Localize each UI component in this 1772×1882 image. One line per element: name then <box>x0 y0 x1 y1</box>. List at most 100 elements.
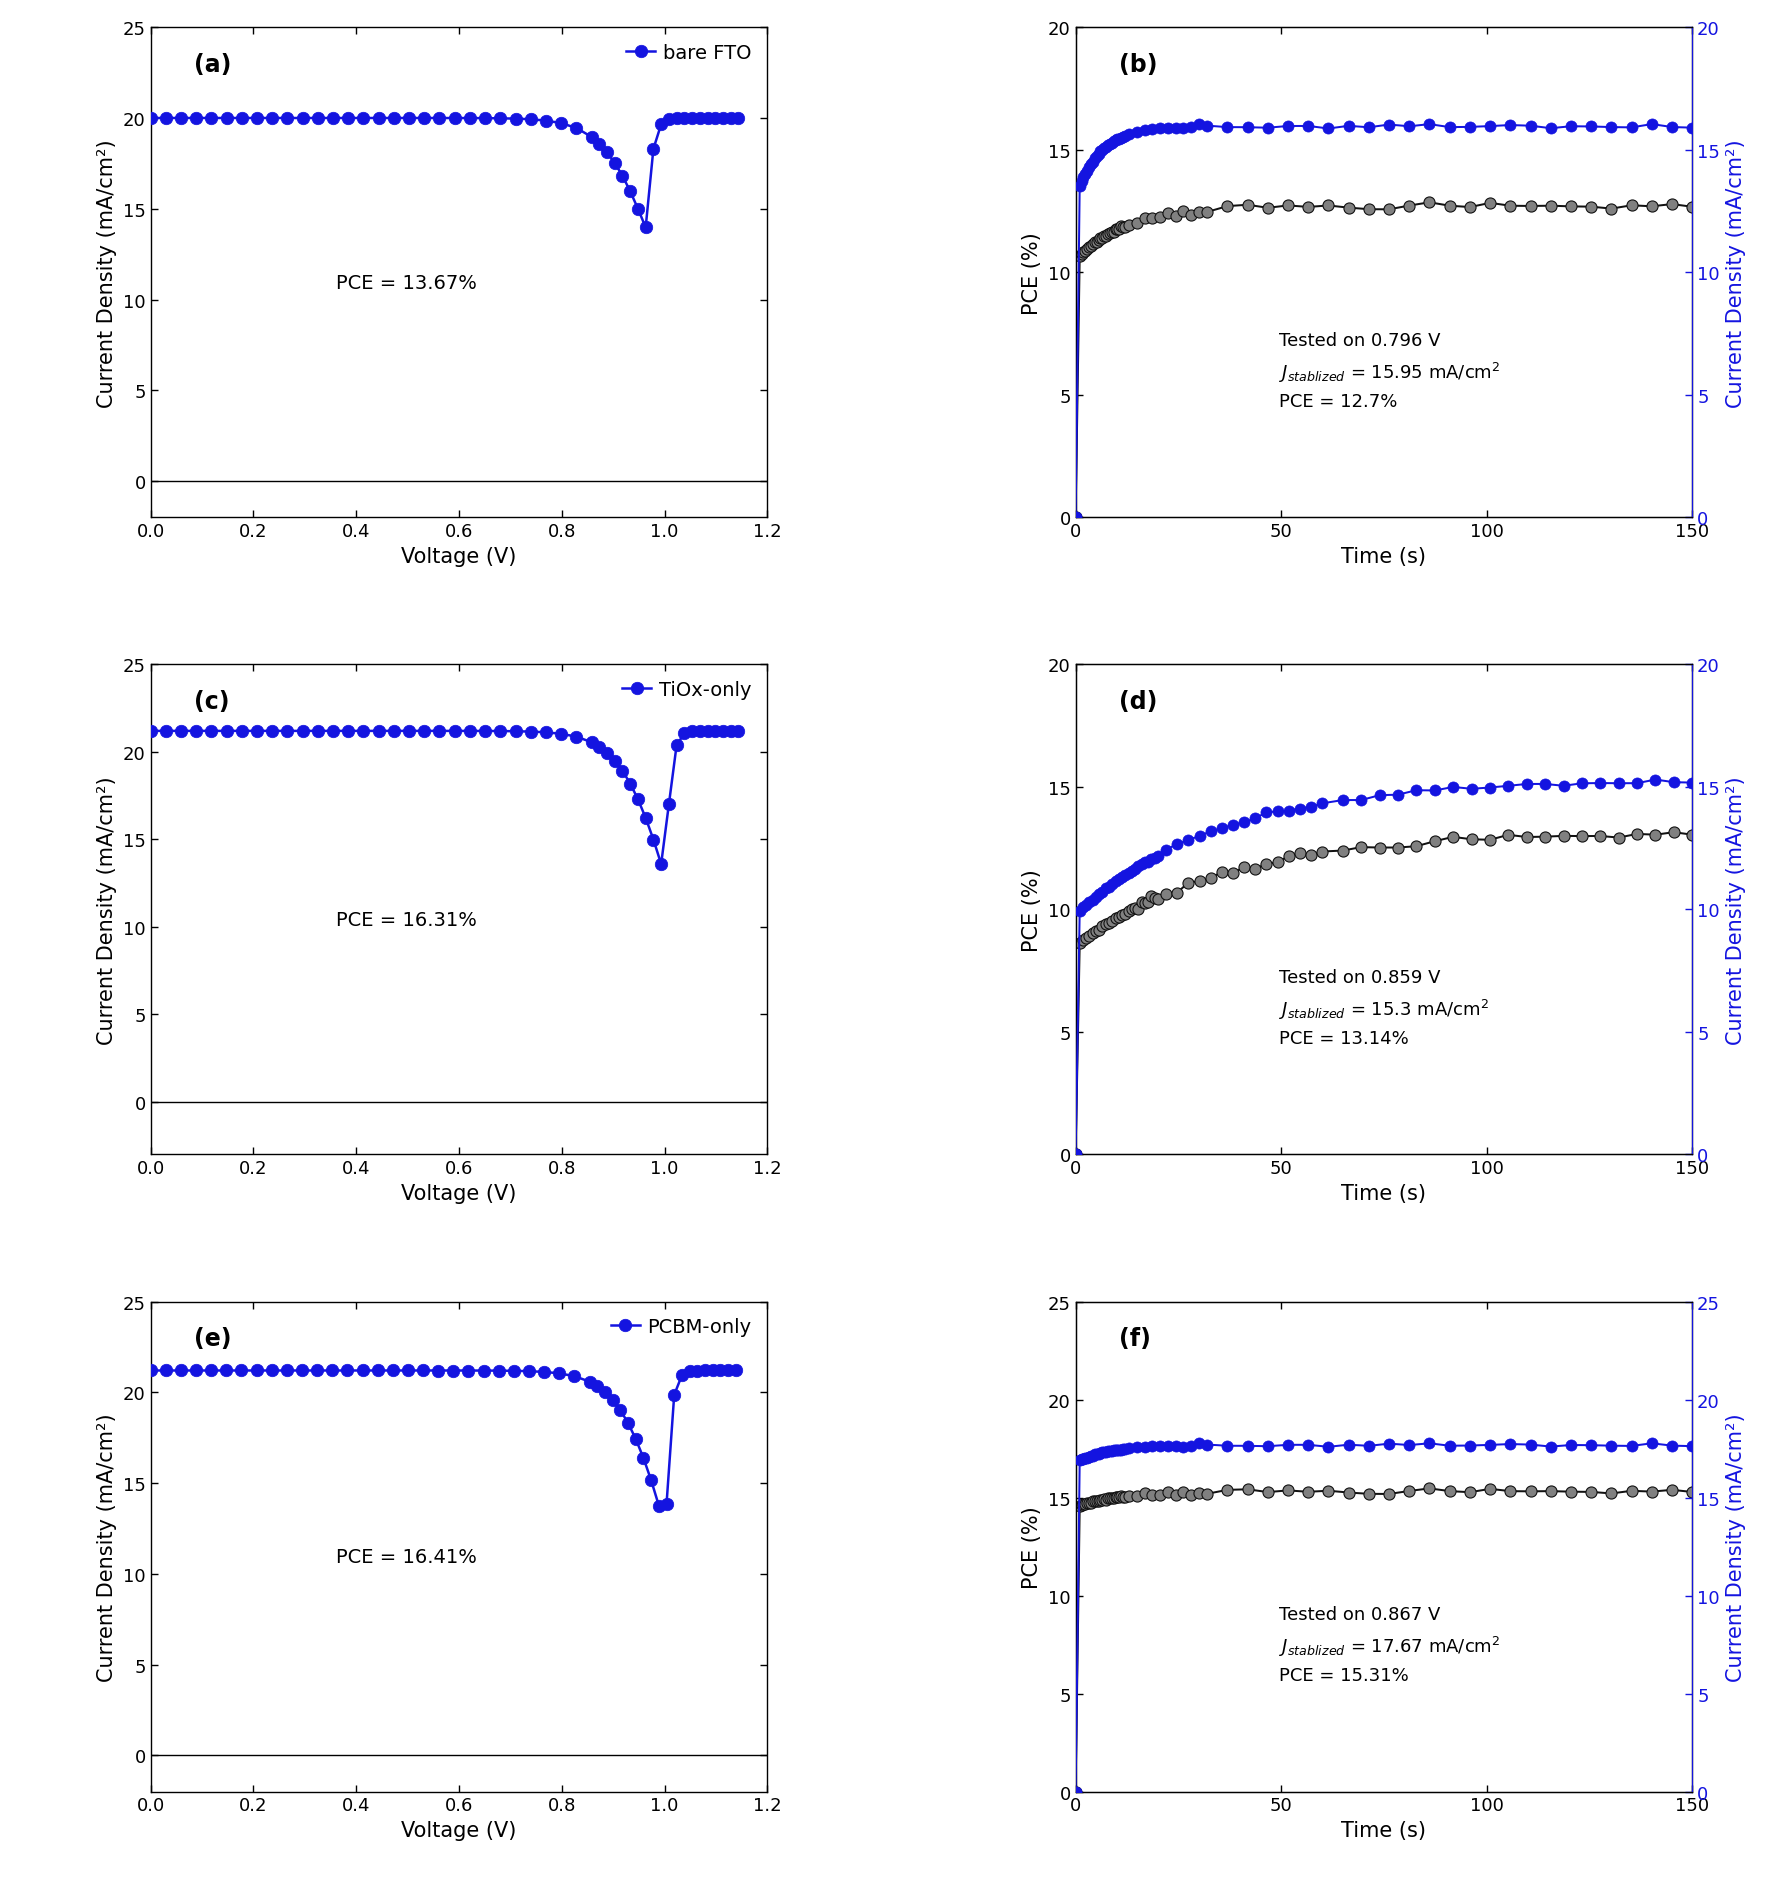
Text: (a): (a) <box>193 53 230 77</box>
PCBM-only <box>663 1383 684 1406</box>
PCBM-only <box>353 1359 374 1381</box>
TiOx-only <box>399 721 420 743</box>
TiOx-only <box>565 726 587 749</box>
Legend: bare FTO: bare FTO <box>620 38 758 68</box>
PCBM-only <box>230 1359 252 1381</box>
PCBM-only <box>337 1359 358 1381</box>
Text: (c): (c) <box>193 689 229 713</box>
TiOx-only <box>521 721 542 743</box>
PCBM-only <box>443 1359 464 1381</box>
bare FTO <box>597 141 618 164</box>
bare FTO <box>230 107 252 130</box>
Y-axis label: Current Density (mA/cm²): Current Density (mA/cm²) <box>97 139 117 407</box>
bare FTO <box>475 107 496 130</box>
PCBM-only <box>519 1361 540 1383</box>
PCBM-only <box>633 1447 654 1470</box>
TiOx-only <box>505 721 526 743</box>
PCBM-only <box>679 1361 700 1383</box>
Text: PCE = 13.67%: PCE = 13.67% <box>335 273 477 292</box>
TiOx-only <box>657 794 679 817</box>
bare FTO <box>246 107 268 130</box>
bare FTO <box>140 107 161 130</box>
TiOx-only <box>611 760 633 783</box>
PCBM-only <box>457 1359 478 1381</box>
TiOx-only <box>682 721 703 743</box>
PCBM-only <box>473 1359 494 1381</box>
TiOx-only <box>705 721 727 743</box>
bare FTO <box>604 152 626 175</box>
PCBM-only <box>427 1359 448 1381</box>
PCBM-only <box>563 1364 585 1387</box>
TiOx-only <box>459 721 480 743</box>
Text: (e): (e) <box>193 1327 232 1349</box>
bare FTO <box>292 107 314 130</box>
bare FTO <box>666 107 688 130</box>
Y-axis label: PCE (%): PCE (%) <box>1022 231 1042 314</box>
Text: (d): (d) <box>1118 689 1157 713</box>
TiOx-only <box>634 807 656 830</box>
TiOx-only <box>489 721 510 743</box>
bare FTO <box>588 134 610 156</box>
PCBM-only <box>413 1359 434 1381</box>
Y-axis label: PCE (%): PCE (%) <box>1022 1506 1042 1588</box>
bare FTO <box>338 107 360 130</box>
bare FTO <box>323 107 344 130</box>
bare FTO <box>643 139 664 162</box>
bare FTO <box>459 107 480 130</box>
TiOx-only <box>323 721 344 743</box>
TiOx-only <box>643 828 664 851</box>
TiOx-only <box>475 721 496 743</box>
PCBM-only <box>276 1359 298 1381</box>
Legend: TiOx-only: TiOx-only <box>617 676 758 706</box>
X-axis label: Voltage (V): Voltage (V) <box>400 546 517 566</box>
TiOx-only <box>728 721 750 743</box>
PCBM-only <box>307 1359 328 1381</box>
PCBM-only <box>291 1359 312 1381</box>
TiOx-only <box>200 721 222 743</box>
bare FTO <box>705 107 727 130</box>
bare FTO <box>200 107 222 130</box>
Y-axis label: Current Density (mA/cm²): Current Density (mA/cm²) <box>1726 139 1745 407</box>
bare FTO <box>369 107 390 130</box>
Line: PCBM-only: PCBM-only <box>144 1364 742 1511</box>
Legend: PCBM-only: PCBM-only <box>604 1312 758 1342</box>
PCBM-only <box>602 1389 624 1412</box>
TiOx-only <box>230 721 252 743</box>
TiOx-only <box>262 721 284 743</box>
TiOx-only <box>696 721 718 743</box>
PCBM-only <box>656 1492 677 1515</box>
PCBM-only <box>649 1494 670 1517</box>
bare FTO <box>445 107 466 130</box>
TiOx-only <box>369 721 390 743</box>
TiOx-only <box>712 721 734 743</box>
TiOx-only <box>156 721 177 743</box>
TiOx-only <box>216 721 237 743</box>
bare FTO <box>429 107 450 130</box>
bare FTO <box>620 181 641 203</box>
X-axis label: Time (s): Time (s) <box>1341 546 1426 566</box>
PCBM-only <box>617 1412 638 1434</box>
bare FTO <box>712 107 734 130</box>
bare FTO <box>489 107 510 130</box>
bare FTO <box>170 107 191 130</box>
PCBM-only <box>549 1363 571 1385</box>
PCBM-only <box>711 1359 732 1381</box>
bare FTO <box>186 107 207 130</box>
PCBM-only <box>140 1359 161 1381</box>
TiOx-only <box>246 721 268 743</box>
TiOx-only <box>353 721 374 743</box>
TiOx-only <box>719 721 741 743</box>
bare FTO <box>728 107 750 130</box>
TiOx-only <box>186 721 207 743</box>
PCBM-only <box>640 1470 661 1492</box>
bare FTO <box>650 115 672 137</box>
bare FTO <box>156 107 177 130</box>
Y-axis label: Current Density (mA/cm²): Current Density (mA/cm²) <box>97 775 117 1045</box>
bare FTO <box>696 107 718 130</box>
X-axis label: Time (s): Time (s) <box>1341 1820 1426 1841</box>
bare FTO <box>627 198 649 220</box>
PCBM-only <box>688 1359 709 1381</box>
TiOx-only <box>338 721 360 743</box>
TiOx-only <box>588 736 610 758</box>
bare FTO <box>399 107 420 130</box>
